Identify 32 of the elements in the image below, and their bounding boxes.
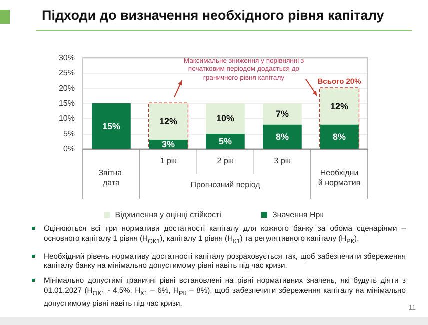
data-label: 7% (276, 109, 290, 120)
data-label: 10% (216, 114, 235, 124)
x-tick-label: Звітна дата (98, 168, 124, 188)
data-label: 5% (218, 136, 232, 146)
y-tick-label: 30% (58, 54, 75, 62)
y-tick-label: 15% (58, 99, 75, 108)
bar (206, 104, 245, 134)
bar (92, 104, 131, 149)
bar (263, 124, 302, 149)
y-tick-label: 20% (58, 84, 75, 93)
y-tick-label: 25% (58, 68, 75, 78)
y-tick-label: 0% (63, 144, 75, 154)
x-tick-label: 3 рік (274, 156, 292, 166)
bar (149, 104, 188, 140)
chart-title: Підходи до визначення необхідного рівня капіталу (42, 8, 384, 23)
x-tick-label: 1 рік (160, 156, 178, 166)
y-tick-label: 5% (63, 129, 75, 138)
data-label: 15% (102, 121, 121, 132)
x-tick-label: 2 рік (217, 156, 234, 166)
bar (320, 124, 359, 149)
legend-label: Відхилення у оцінці стійкості (115, 210, 222, 220)
data-label: 8% (276, 132, 290, 142)
data-label: 8% (332, 132, 346, 142)
data-label: 12% (159, 116, 178, 127)
x-tick-label: Необхідний норматив (318, 168, 361, 188)
y-tick-label: 10% (58, 114, 75, 124)
bar (263, 104, 302, 125)
data-label: 12% (330, 102, 349, 112)
bar (320, 88, 359, 125)
legend-label: Значення Нрк (272, 210, 324, 220)
text: Прогнозний період (190, 180, 261, 190)
data-label: 3% (162, 139, 176, 150)
